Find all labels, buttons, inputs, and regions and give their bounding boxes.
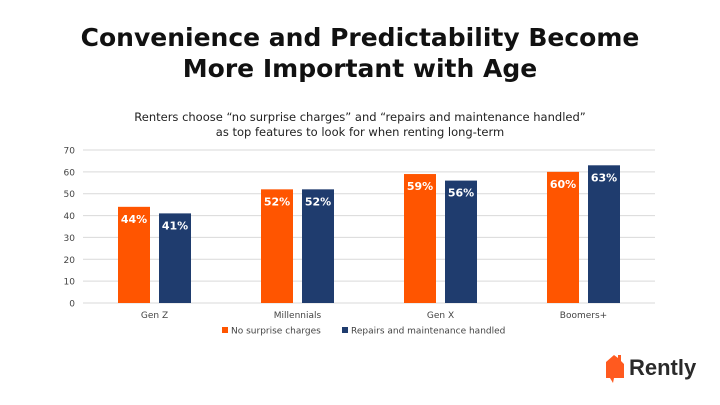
y-tick-label: 50 [64,190,76,200]
legend-swatch [342,327,348,333]
rently-logo: Rently [604,352,696,384]
legend-label: Repairs and maintenance handled [351,327,505,337]
slide-title: Convenience and Predictability Become Mo… [0,22,720,84]
bar [588,165,620,303]
legend-label: No surprise charges [231,327,321,337]
data-label: 59% [407,180,433,193]
data-label: 41% [162,219,188,232]
data-label: 63% [591,171,617,184]
x-tick-label: Boomers+ [560,311,607,321]
data-label: 44% [121,213,147,226]
y-tick-label: 0 [69,300,75,310]
legend-swatch [222,327,228,333]
bar [445,180,477,303]
bar [118,206,150,303]
data-label: 56% [448,187,474,200]
bar [302,189,334,303]
data-label: 52% [305,195,331,208]
logo-text: Rently [629,355,697,380]
x-tick-label: Gen X [427,311,454,321]
y-tick-label: 60 [64,168,76,178]
title-line-2: More Important with Age [182,54,538,83]
title-line-1: Convenience and Predictability Become [80,23,640,52]
y-tick-label: 40 [64,212,76,222]
data-label: 60% [550,178,576,191]
y-tick-label: 70 [64,147,76,157]
bar [404,174,436,303]
bar [159,213,191,303]
y-tick-label: 20 [64,256,76,266]
y-tick-label: 10 [64,278,76,288]
subtitle-line-1: Renters choose “no surprise charges” and… [134,110,586,124]
x-tick-label: Gen Z [141,311,168,321]
bar [261,189,293,303]
bar [547,171,579,303]
x-tick-label: Millennials [274,311,322,321]
data-label: 52% [264,195,290,208]
house-icon [606,355,624,383]
chart-subtitle: Renters choose “no surprise charges” and… [0,110,720,140]
y-tick-label: 30 [64,234,76,244]
subtitle-line-2: as top features to look for when renting… [215,125,505,139]
